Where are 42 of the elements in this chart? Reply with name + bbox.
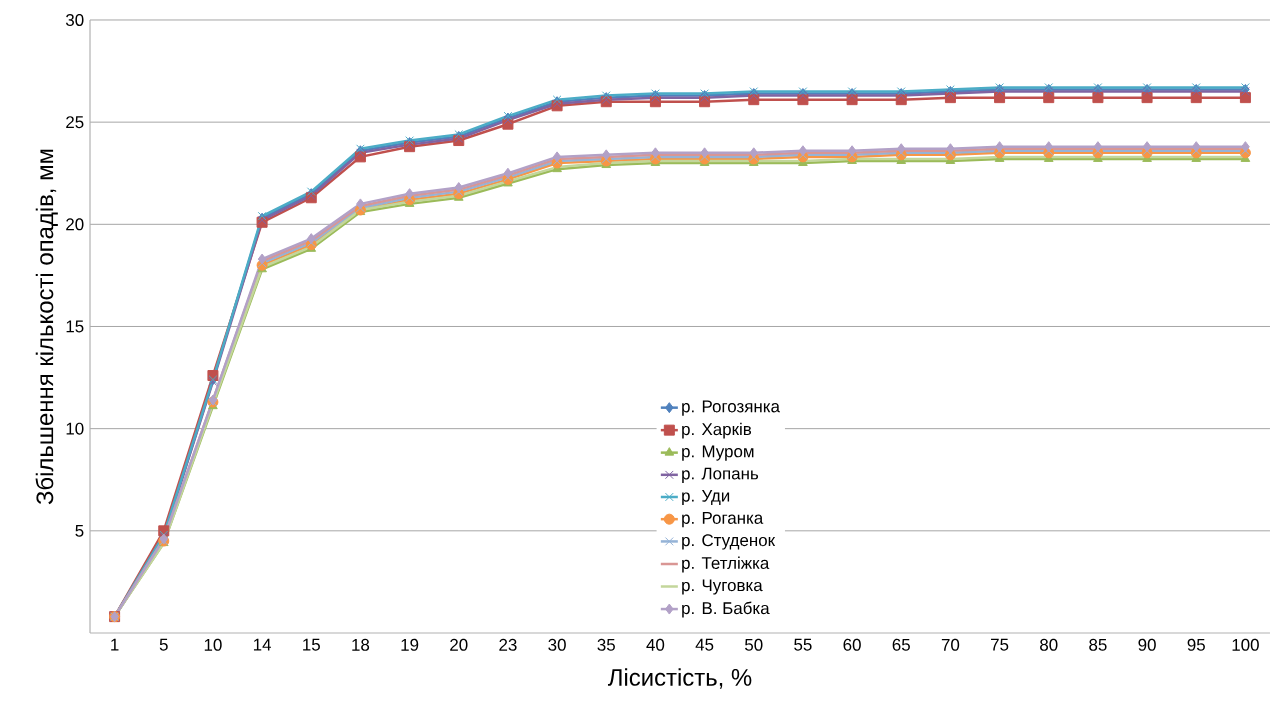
x-tick-label: 75 [991,638,1009,651]
legend-label: р. В. Бабка [682,601,770,618]
y-tick-label: 30 [65,13,84,26]
y-tick-label: 25 [66,116,84,129]
x-tick-label: 55 [794,638,812,651]
legend-label: р. Тетліжка [682,556,770,573]
x-tick-label: 85 [1089,638,1107,651]
x-tick-label: 14 [253,638,272,651]
x-tick-label: 100 [1232,638,1259,651]
x-tick-label: 20 [450,638,468,651]
x-tick-label: 90 [1138,638,1156,651]
legend-label: р. Уди [682,489,730,506]
x-tick-label: 1 [111,638,119,651]
x-tick-label: 18 [352,638,370,651]
x-tick-label: 70 [941,638,960,651]
x-tick-label: 40 [646,638,665,651]
x-axis-title: Лісистість, % [607,668,752,689]
x-tick-label: 5 [159,638,168,651]
x-tick-label: 60 [843,638,861,651]
x-tick-label: 95 [1187,638,1205,651]
x-tick-label: 15 [303,638,320,651]
y-axis-title: Збільшення кількості опадів, мм [35,149,58,505]
legend-label: р. Роганка [682,512,764,528]
x-tick-label: 65 [892,638,910,651]
y-tick-label: 20 [66,218,84,231]
x-tick-label: 80 [1040,638,1058,651]
x-tick-label: 10 [204,638,222,651]
y-tick-label: 5 [75,524,84,537]
legend-label: р. Харків [682,422,752,439]
x-tick-label: 30 [548,638,566,651]
legend-label: р. Муром [682,445,754,461]
y-tick-label: 15 [66,320,84,333]
legend-label: р. Рогозянка [682,400,780,416]
x-tick-label: 45 [695,638,714,651]
legend-label: р. Чуговка [682,579,763,595]
y-tick-label: 10 [66,422,84,435]
legend-label: р. Лопань [682,467,759,483]
legend-label: р. Студенок [682,534,776,550]
x-tick-label: 50 [745,638,763,651]
x-tick-label: 19 [401,638,419,651]
x-tick-label: 23 [499,638,517,651]
x-tick-label: 35 [597,638,615,651]
